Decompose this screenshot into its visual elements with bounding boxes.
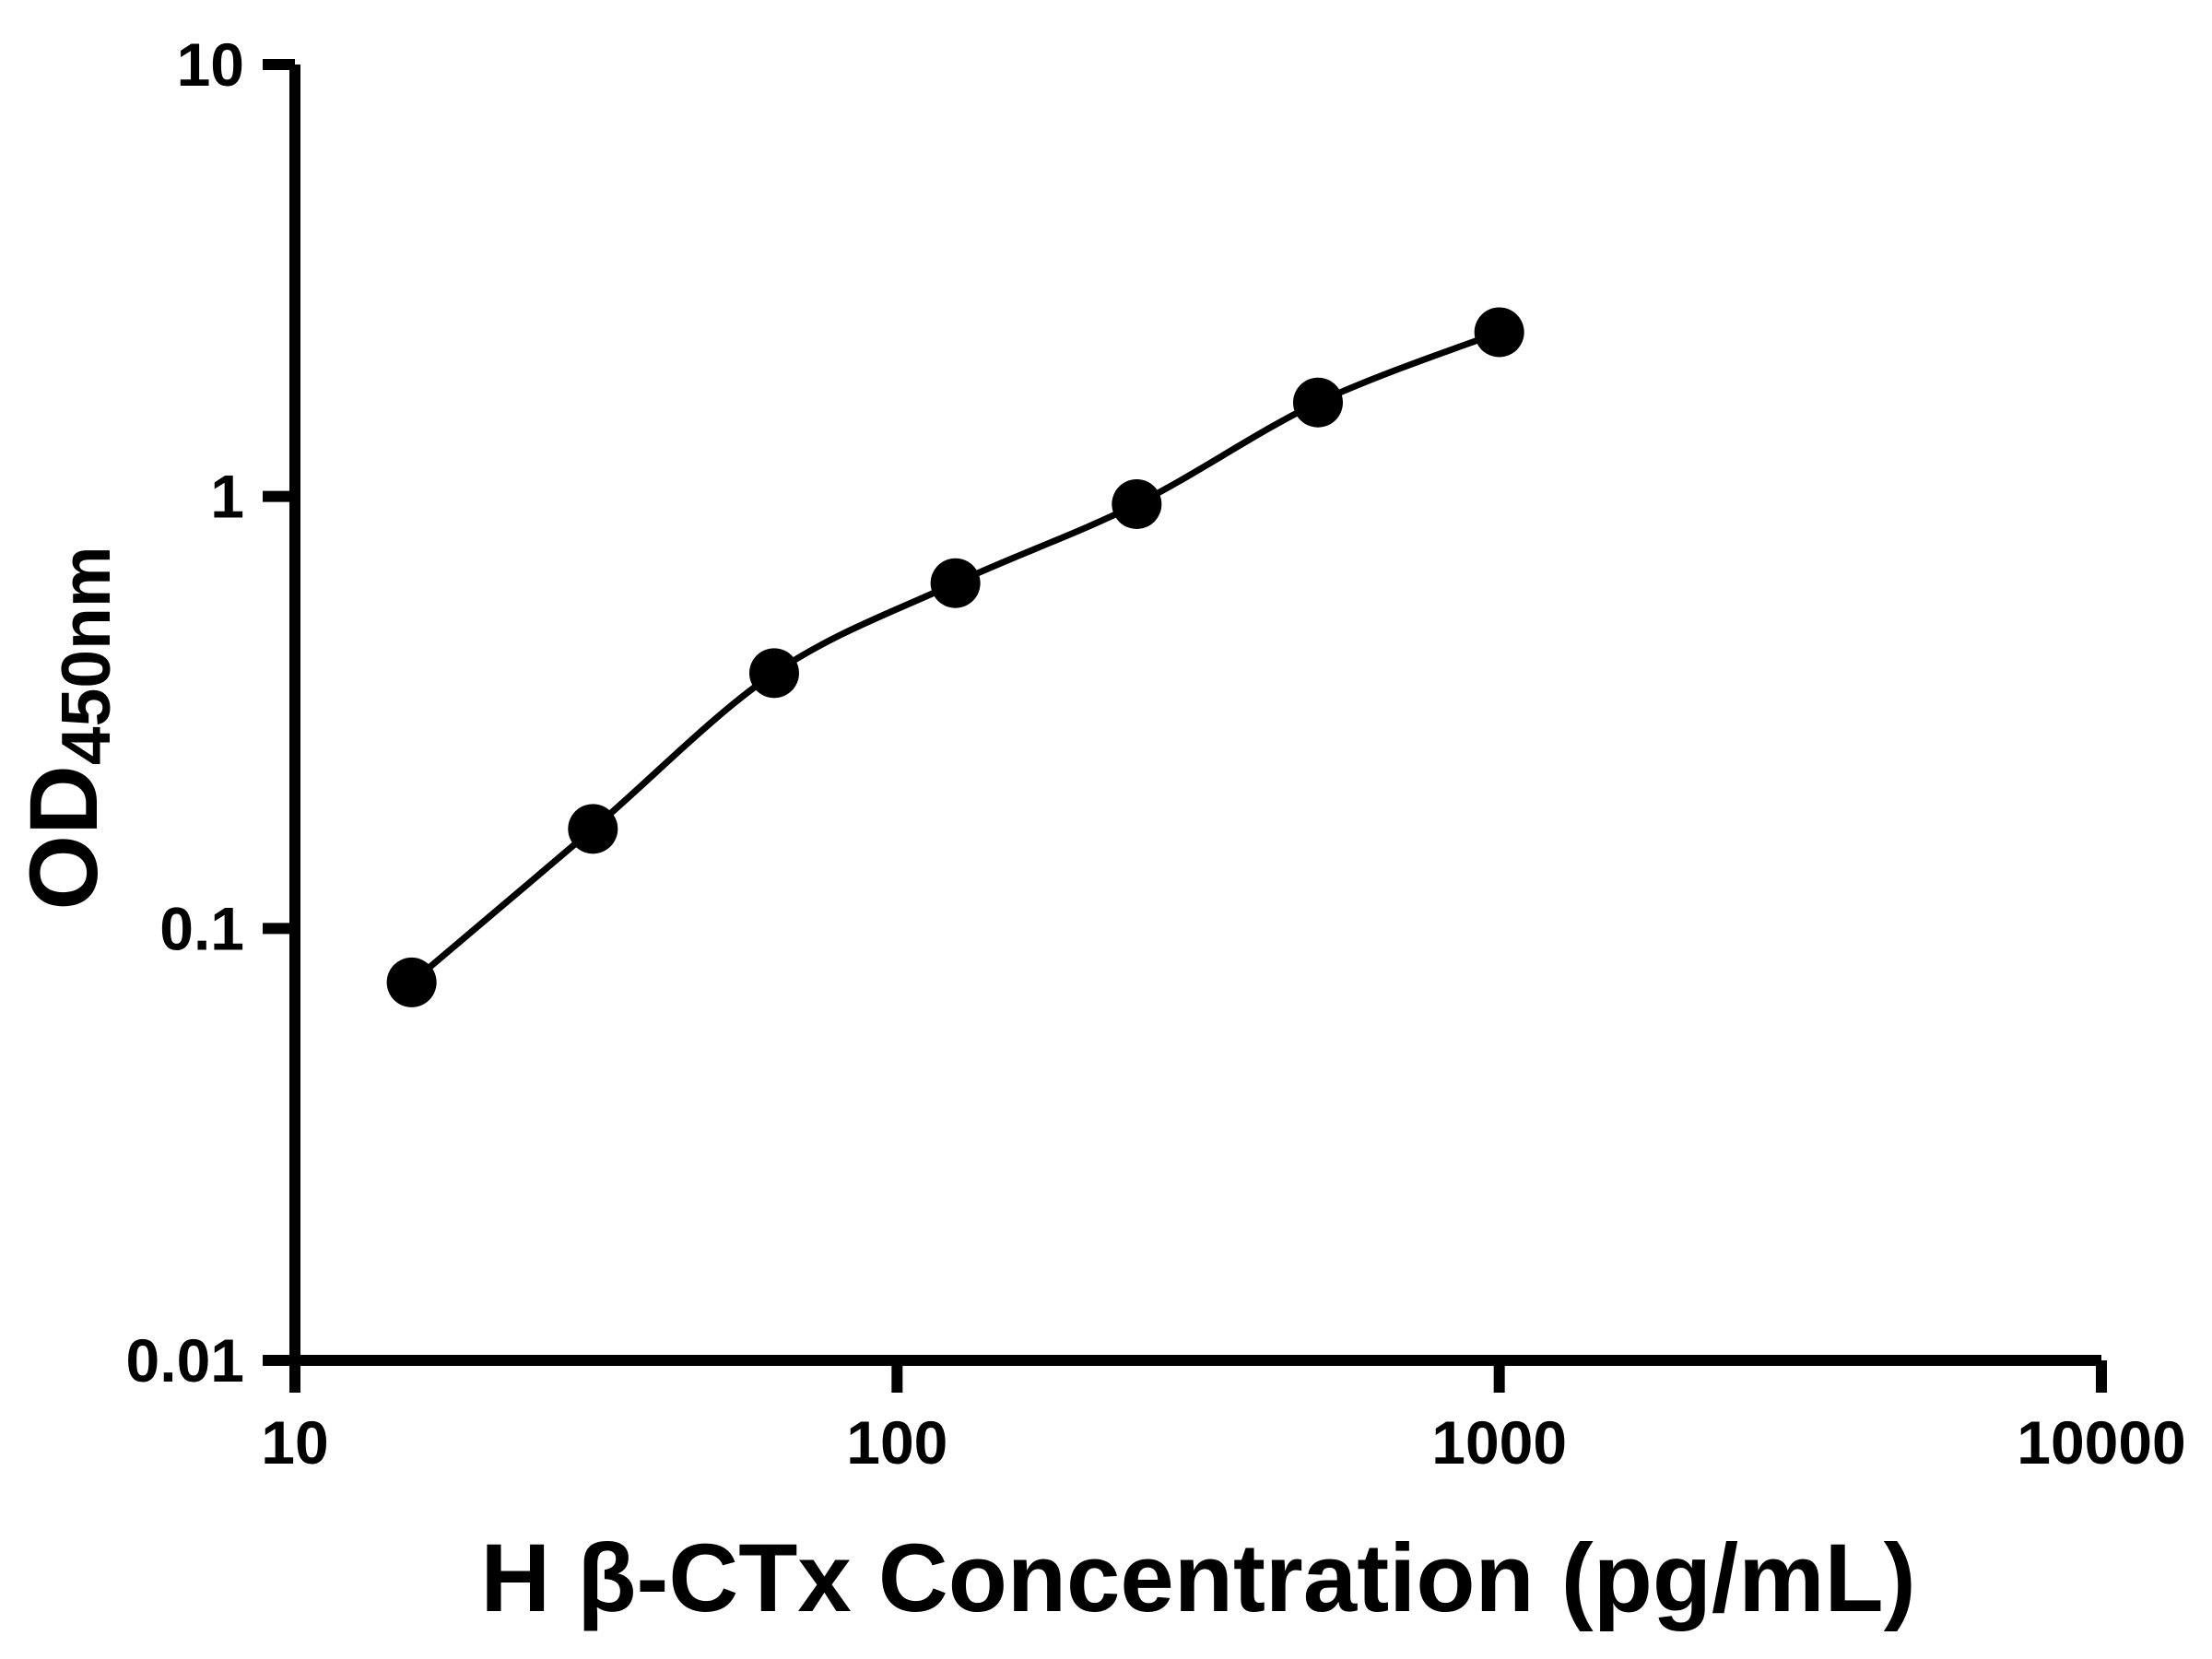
data-point — [930, 558, 981, 608]
x-tick-label: 1000 — [1431, 1408, 1567, 1477]
y-axis-title: OD450nm — [10, 546, 124, 910]
data-point — [568, 804, 618, 854]
x-tick-label: 100 — [846, 1408, 947, 1477]
x-axis-title: H β-CTx Concentration (pg/mL) — [480, 1524, 1915, 1632]
y-tick-label: 0.01 — [126, 1326, 244, 1394]
data-point — [748, 648, 799, 699]
standard-curve-line — [409, 329, 1500, 985]
data-point — [1292, 377, 1343, 428]
plot-area: 0.01 0.1 1 10 10 100 1000 10000 — [126, 30, 2186, 1477]
y-axis-title-sub: 450nm — [47, 546, 124, 765]
data-point — [1112, 478, 1162, 529]
x-tick-label: 10000 — [2017, 1408, 2186, 1477]
data-point — [386, 957, 437, 1007]
data-point — [1474, 307, 1524, 358]
y-tick-label: 10 — [177, 30, 244, 99]
axes-frame — [289, 65, 2101, 1366]
y-tick-label: 1 — [210, 463, 244, 531]
x-tick-label: 10 — [261, 1408, 328, 1477]
y-tick-label: 0.1 — [159, 894, 244, 962]
y-axis-title-main: OD — [10, 765, 118, 911]
